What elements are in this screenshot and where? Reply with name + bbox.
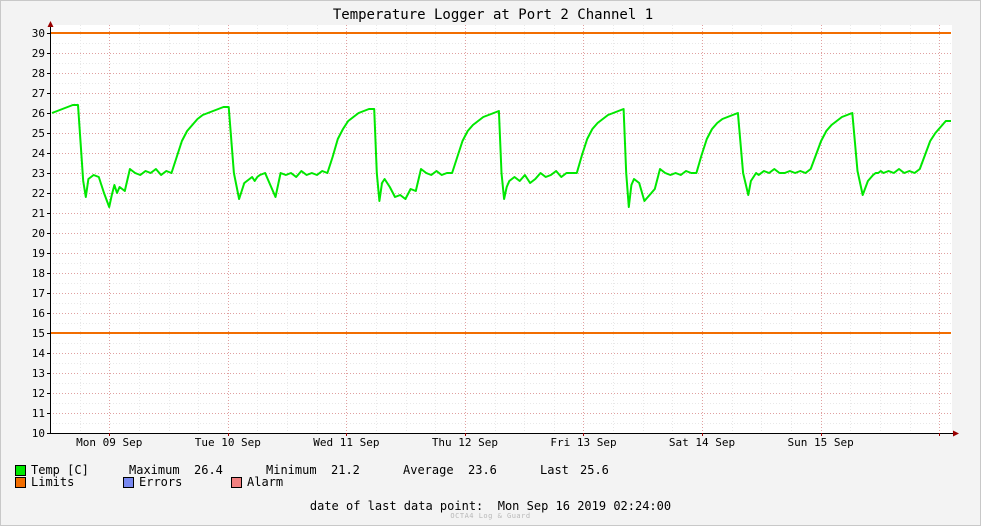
last-point-label: date of last data point: (309, 499, 484, 513)
limit-lines (50, 32, 951, 334)
y-axis-ticks: 10 11 12 13 14 15 16 17 18 19 20 21 22 23 24 25 26 27 28 29… (32, 27, 50, 440)
legend-row-keys: Limits Errors Alarm (15, 475, 283, 489)
last-data-point: date of last data point: Mon Sep 16 2019… (0, 499, 981, 513)
legend-limits-label: Limits (31, 475, 75, 489)
y-tick-label: 22 (32, 187, 45, 200)
last-value: 25.6 (580, 463, 609, 477)
average-value: 23.6 (468, 463, 497, 477)
y-tick-label: 21 (32, 207, 45, 220)
y-tick-label: 25 (32, 127, 45, 140)
legend-errors-label: Errors (139, 475, 183, 489)
y-tick-label: 17 (32, 287, 45, 300)
y-tick-label: 23 (32, 167, 45, 180)
last-label: Last (540, 463, 569, 477)
plot-area (50, 25, 952, 433)
errors-swatch (123, 476, 134, 488)
minimum-value: 21.2 (331, 463, 360, 477)
legend-alarm-label: Alarm (247, 475, 284, 489)
x-tick-label: Fri 13 Sep (550, 436, 616, 449)
y-tick-label: 12 (32, 387, 45, 400)
legend-row-stats: Temp [C] Maximum 26.4 Minimum 21.2 Avera… (15, 463, 609, 477)
temp-swatch (15, 464, 26, 476)
y-tick-label: 29 (32, 47, 45, 60)
y-tick-label: 15 (32, 327, 45, 340)
x-tick-label: Thu 12 Sep (432, 436, 498, 449)
legend-temp-label: Temp [C] (31, 463, 89, 477)
temperature-chart: Temperature Logger at Port 2 Channel 1 1… (32, 7, 959, 449)
y-tick-label: 20 (32, 227, 45, 240)
y-tick-label: 11 (32, 407, 45, 420)
y-tick-label: 19 (32, 247, 45, 260)
series-line (51, 104, 951, 208)
credit-watermark: OCTA4 Log & Guard (450, 512, 531, 520)
x-tick-label: Sat 14 Sep (669, 436, 735, 449)
minimum-label: Minimum (266, 463, 317, 477)
alarm-swatch (231, 476, 242, 488)
average-label: Average (403, 463, 454, 477)
maximum-label: Maximum (129, 463, 180, 477)
chart-title: Temperature Logger at Port 2 Channel 1 (333, 7, 653, 23)
y-tick-label: 16 (32, 307, 45, 320)
x-tick-label: Tue 10 Sep (195, 436, 261, 449)
y-tick-label: 18 (32, 267, 45, 280)
grid (50, 25, 952, 434)
y-tick-label: 30 (32, 27, 45, 40)
y-tick-label: 26 (32, 107, 45, 120)
y-tick-label: 10 (32, 427, 45, 440)
y-tick-label: 14 (32, 347, 46, 360)
temperature-series (51, 104, 951, 208)
y-axis-arrow (47, 21, 54, 27)
x-axis-ticks: Mon 09 Sep Tue 10 Sep Wed 11 Sep Thu 12 Sep… (76, 433, 940, 449)
y-tick-label: 13 (32, 367, 45, 380)
limits-swatch (15, 476, 26, 488)
x-tick-label: Sun 15 Sep (787, 436, 853, 449)
maximum-value: 26.4 (194, 463, 223, 477)
y-tick-label: 28 (32, 67, 45, 80)
last-point-value: Mon Sep 16 2019 02:24:00 (497, 499, 672, 513)
x-tick-label: Mon 09 Sep (76, 436, 142, 449)
y-tick-label: 24 (32, 147, 46, 160)
axes (47, 21, 959, 437)
y-tick-label: 27 (32, 87, 45, 100)
x-tick-label: Wed 11 Sep (313, 436, 379, 449)
x-axis-arrow (953, 430, 959, 437)
